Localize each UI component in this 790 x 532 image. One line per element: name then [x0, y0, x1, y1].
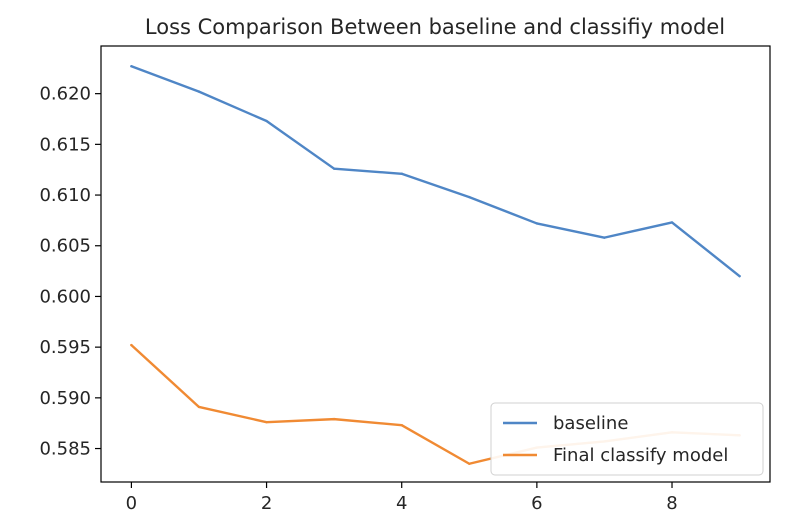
chart-title: Loss Comparison Between baseline and cla… — [145, 15, 725, 39]
x-tick-label: 8 — [666, 493, 677, 514]
x-tick-label: 6 — [531, 493, 542, 514]
data-point — [738, 274, 741, 278]
x-tick-label: 4 — [396, 493, 407, 514]
axes-frame — [100, 45, 771, 483]
data-point — [400, 172, 403, 175]
data-point — [468, 195, 471, 199]
x-axis: 0 2 4 6 8 — [126, 482, 678, 514]
data-point — [535, 222, 539, 225]
y-tick-label: 0.615 — [39, 134, 91, 155]
data-point — [332, 417, 336, 421]
legend-label-1: Final classify model — [553, 445, 728, 466]
data-point — [400, 424, 403, 427]
y-tick-label: 0.585 — [39, 439, 91, 460]
data-point — [265, 119, 268, 123]
legend-label-0: baseline — [553, 413, 628, 434]
data-point — [670, 221, 674, 224]
x-tick-label: 0 — [126, 493, 137, 514]
y-axis: 0.585 0.590 0.595 0.600 0.605 0.610 0.615 0.620 — [39, 84, 101, 460]
legend-box — [490, 402, 764, 476]
y-tick-label: 0.620 — [39, 84, 91, 105]
data-point — [468, 462, 471, 465]
data-point — [197, 90, 201, 93]
data-point — [197, 405, 201, 409]
series-line-0 — [130, 65, 741, 278]
y-tick-label: 0.605 — [39, 236, 91, 257]
y-tick-label: 0.610 — [39, 185, 91, 206]
data-point — [130, 65, 133, 68]
x-tick-label: 2 — [261, 493, 272, 514]
data-point — [130, 343, 133, 347]
y-tick-label: 0.590 — [39, 388, 91, 409]
legend-items: baseline Final classify model — [503, 413, 728, 466]
data-point — [265, 420, 268, 424]
y-tick-label: 0.595 — [39, 337, 91, 358]
y-tick-label: 0.600 — [39, 286, 91, 307]
legend: baseline Final classify model — [490, 402, 764, 476]
data-point — [603, 236, 606, 239]
data-point — [332, 167, 336, 170]
